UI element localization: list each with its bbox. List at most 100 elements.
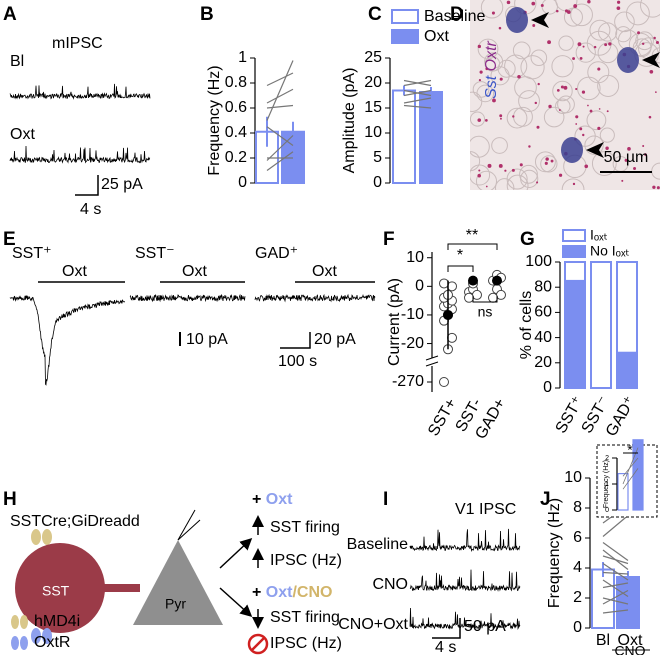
dot — [644, 153, 647, 156]
y-tick-label: -10 — [401, 306, 424, 323]
effect: IPSC (Hz) — [270, 552, 342, 569]
cell-outline — [470, 91, 483, 112]
mean — [468, 275, 478, 286]
dot — [499, 77, 503, 81]
dot — [642, 144, 645, 147]
mean — [492, 275, 502, 286]
scale-label: 20 pA — [314, 331, 356, 348]
dot — [534, 101, 538, 105]
dot — [581, 90, 586, 94]
paired-line — [266, 126, 294, 146]
cell-outline — [589, 19, 611, 41]
dot — [656, 186, 660, 190]
effect: SST firing — [270, 609, 340, 626]
dot — [556, 88, 560, 92]
bar-segment — [616, 351, 638, 389]
dot — [536, 125, 540, 129]
scale-label: 100 s — [278, 353, 317, 370]
paired-line — [266, 135, 294, 161]
dot — [575, 87, 578, 91]
cell-outline — [577, 76, 601, 101]
receptor — [31, 529, 41, 545]
dot — [617, 0, 621, 4]
panel-letter: I — [383, 489, 388, 510]
cell-outline — [551, 55, 574, 78]
dot — [477, 173, 481, 178]
dot — [545, 157, 549, 161]
legend-swatch — [391, 29, 419, 44]
y-tick-label: 0.2 — [225, 149, 247, 166]
diagram-title: SSTCre;GiDreadd — [10, 513, 140, 530]
paired-line — [602, 571, 629, 575]
paired-line — [403, 97, 432, 104]
sig-bracket — [447, 265, 474, 272]
trace-label: CNO+Oxt — [338, 616, 408, 633]
dot — [558, 173, 563, 177]
dot — [532, 24, 536, 27]
dot — [536, 181, 539, 184]
dot — [544, 161, 548, 165]
paired-line — [602, 597, 629, 605]
cell-outline — [470, 111, 486, 127]
y-tick-label: 0 — [573, 619, 582, 636]
drug-label: Oxt — [312, 263, 337, 280]
scale-bar — [280, 332, 311, 349]
paired-line — [602, 582, 629, 589]
panel-letter: B — [200, 4, 214, 25]
condition: + Oxt/CNO — [252, 584, 332, 601]
cell-outline — [514, 76, 537, 99]
cell-outline — [570, 3, 593, 27]
dot — [477, 118, 482, 122]
legend-swatch — [562, 229, 586, 242]
dot — [648, 115, 652, 119]
cell-outline — [555, 98, 571, 114]
dot — [655, 91, 657, 93]
trace — [409, 569, 521, 592]
point — [439, 278, 449, 289]
block-icon — [251, 637, 265, 651]
legend-label: Iₒₓₜ — [590, 227, 608, 243]
cell-outline — [635, 31, 654, 51]
bar — [591, 568, 615, 629]
dot — [506, 0, 511, 5]
dot — [485, 185, 488, 188]
dot — [531, 1, 536, 6]
labeled-cell — [617, 47, 639, 73]
cell-outline — [477, 38, 499, 60]
cell-outline — [584, 135, 604, 155]
x-tick-label: Bl — [596, 632, 610, 649]
stain-sst: Sst — [483, 75, 500, 99]
bar — [419, 91, 443, 184]
cell-outline — [540, 155, 558, 173]
dendrite — [177, 509, 196, 541]
paired-line — [602, 589, 629, 605]
cell-label: Pyr — [165, 596, 186, 612]
dot — [597, 67, 601, 71]
group-label: SST⁺ — [12, 245, 52, 262]
cell-outline — [591, 151, 617, 176]
x-tick-label: SST+ — [425, 396, 460, 440]
cell-outline — [518, 90, 540, 112]
plus: + — [252, 491, 261, 508]
legend-swatch — [20, 636, 28, 650]
group-label: CNO — [614, 643, 645, 655]
y-axis-label: Frequency (Hz) — [546, 498, 563, 608]
drug: / — [292, 584, 297, 601]
dot — [621, 179, 624, 182]
y-tick-label: 10 — [564, 469, 582, 486]
bar-segment — [616, 261, 638, 354]
dot — [560, 85, 564, 89]
legend-swatch — [562, 245, 586, 258]
inset-paired-line — [622, 468, 639, 490]
cell-outline — [615, 26, 632, 43]
dot — [649, 69, 654, 74]
y-tick-label: 20 — [364, 74, 382, 91]
sst-cell — [15, 543, 105, 633]
legend-label: No Iₒₓₜ — [590, 243, 630, 259]
dot — [487, 163, 492, 168]
scale-label: 4 s — [435, 639, 456, 655]
paired-line — [602, 555, 629, 565]
inset-paired-line — [622, 447, 639, 485]
dot — [572, 182, 576, 186]
sig-label: ns — [478, 304, 493, 320]
